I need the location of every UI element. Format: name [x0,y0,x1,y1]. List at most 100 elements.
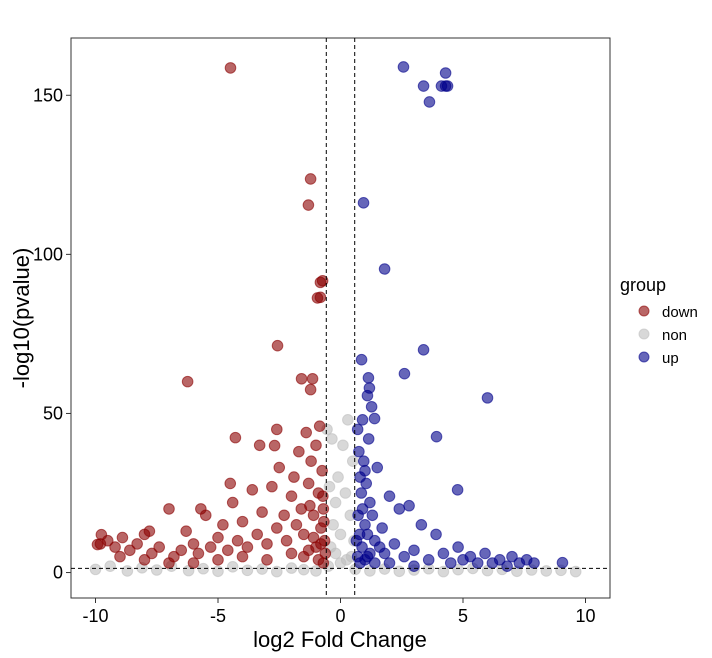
y-tick-label: 50 [43,403,63,423]
point-down [204,541,217,553]
legend-key-up [638,351,650,363]
point-up [464,550,477,563]
point-down [241,541,254,553]
point-down [212,531,224,544]
point-down [217,519,229,531]
plot-panel [70,37,611,599]
point-down [285,490,298,502]
point-up [417,80,430,92]
point-down [212,554,224,566]
point-down [224,477,237,490]
point-up [417,344,430,356]
point-down [131,538,143,550]
point-non [452,563,464,576]
point-down [302,544,315,557]
point-down [304,383,317,396]
y-axis: 0 50 100 150 [33,85,71,583]
x-axis: -10 -5 0 5 10 [82,598,596,626]
threshold-lines [71,38,610,598]
point-non [340,554,353,566]
point-down [307,509,320,522]
point-non [150,564,163,576]
point-up [359,464,371,477]
points-layer [89,61,582,578]
point-up [430,528,442,541]
point-up [353,445,365,458]
point-non [334,528,347,541]
point-down [114,550,126,563]
point-down [295,372,308,385]
point-down [306,372,319,385]
point-down [302,477,315,490]
point-up [352,509,364,522]
point-down [261,538,273,550]
point-non [256,563,268,575]
point-up [368,412,381,425]
point-up [361,550,374,563]
point-non [323,480,336,493]
x-tick-label: -10 [82,606,108,626]
point-up [357,197,370,209]
point-up [388,538,401,550]
point-non [241,564,254,577]
point-non [332,471,344,483]
point-down [302,199,315,211]
y-tick-label: 100 [33,244,63,264]
point-non [569,565,582,578]
point-up [441,80,454,92]
point-up [376,522,388,534]
point-up [451,484,464,496]
legend-label-up: up [662,350,679,367]
point-down [124,544,136,557]
point-up [408,560,420,572]
point-down [312,554,325,566]
point-down [236,515,249,528]
point-down [304,173,317,185]
legend-key-down [638,305,650,317]
point-down [236,550,249,563]
point-up [361,389,374,402]
point-down [181,375,194,388]
point-down [226,496,239,509]
point-non [104,560,116,572]
point-down [268,439,281,452]
point-down [290,519,303,531]
point-up [403,499,415,512]
point-down [138,554,151,566]
point-up [362,433,375,445]
legend-title: group [620,275,666,295]
point-non [393,565,406,578]
point-up [366,509,379,522]
point-down [271,423,283,436]
point-down [300,426,313,439]
point-down [314,291,327,304]
point-up [556,556,569,569]
point-down [180,525,192,537]
point-down [273,461,286,474]
point-up [398,550,411,563]
legend: down non up [638,304,698,367]
point-non [339,487,352,499]
point-non [212,565,224,578]
point-down [153,541,165,553]
point-up [415,519,428,531]
point-up [481,392,494,404]
y-axis-label: -log10(pvalue) [9,248,34,389]
point-non [121,565,134,577]
point-up [393,503,406,515]
point-up [355,487,368,499]
point-down [293,445,305,458]
point-down [251,528,264,541]
point-down [285,547,298,560]
x-tick-label: 0 [335,606,345,626]
point-down [256,506,268,518]
point-down [146,547,158,560]
point-up [471,557,484,569]
point-down [231,534,244,547]
point-up [501,560,513,572]
point-non [540,565,553,577]
point-non [437,565,450,578]
point-down [229,431,242,444]
point-down [310,439,322,452]
